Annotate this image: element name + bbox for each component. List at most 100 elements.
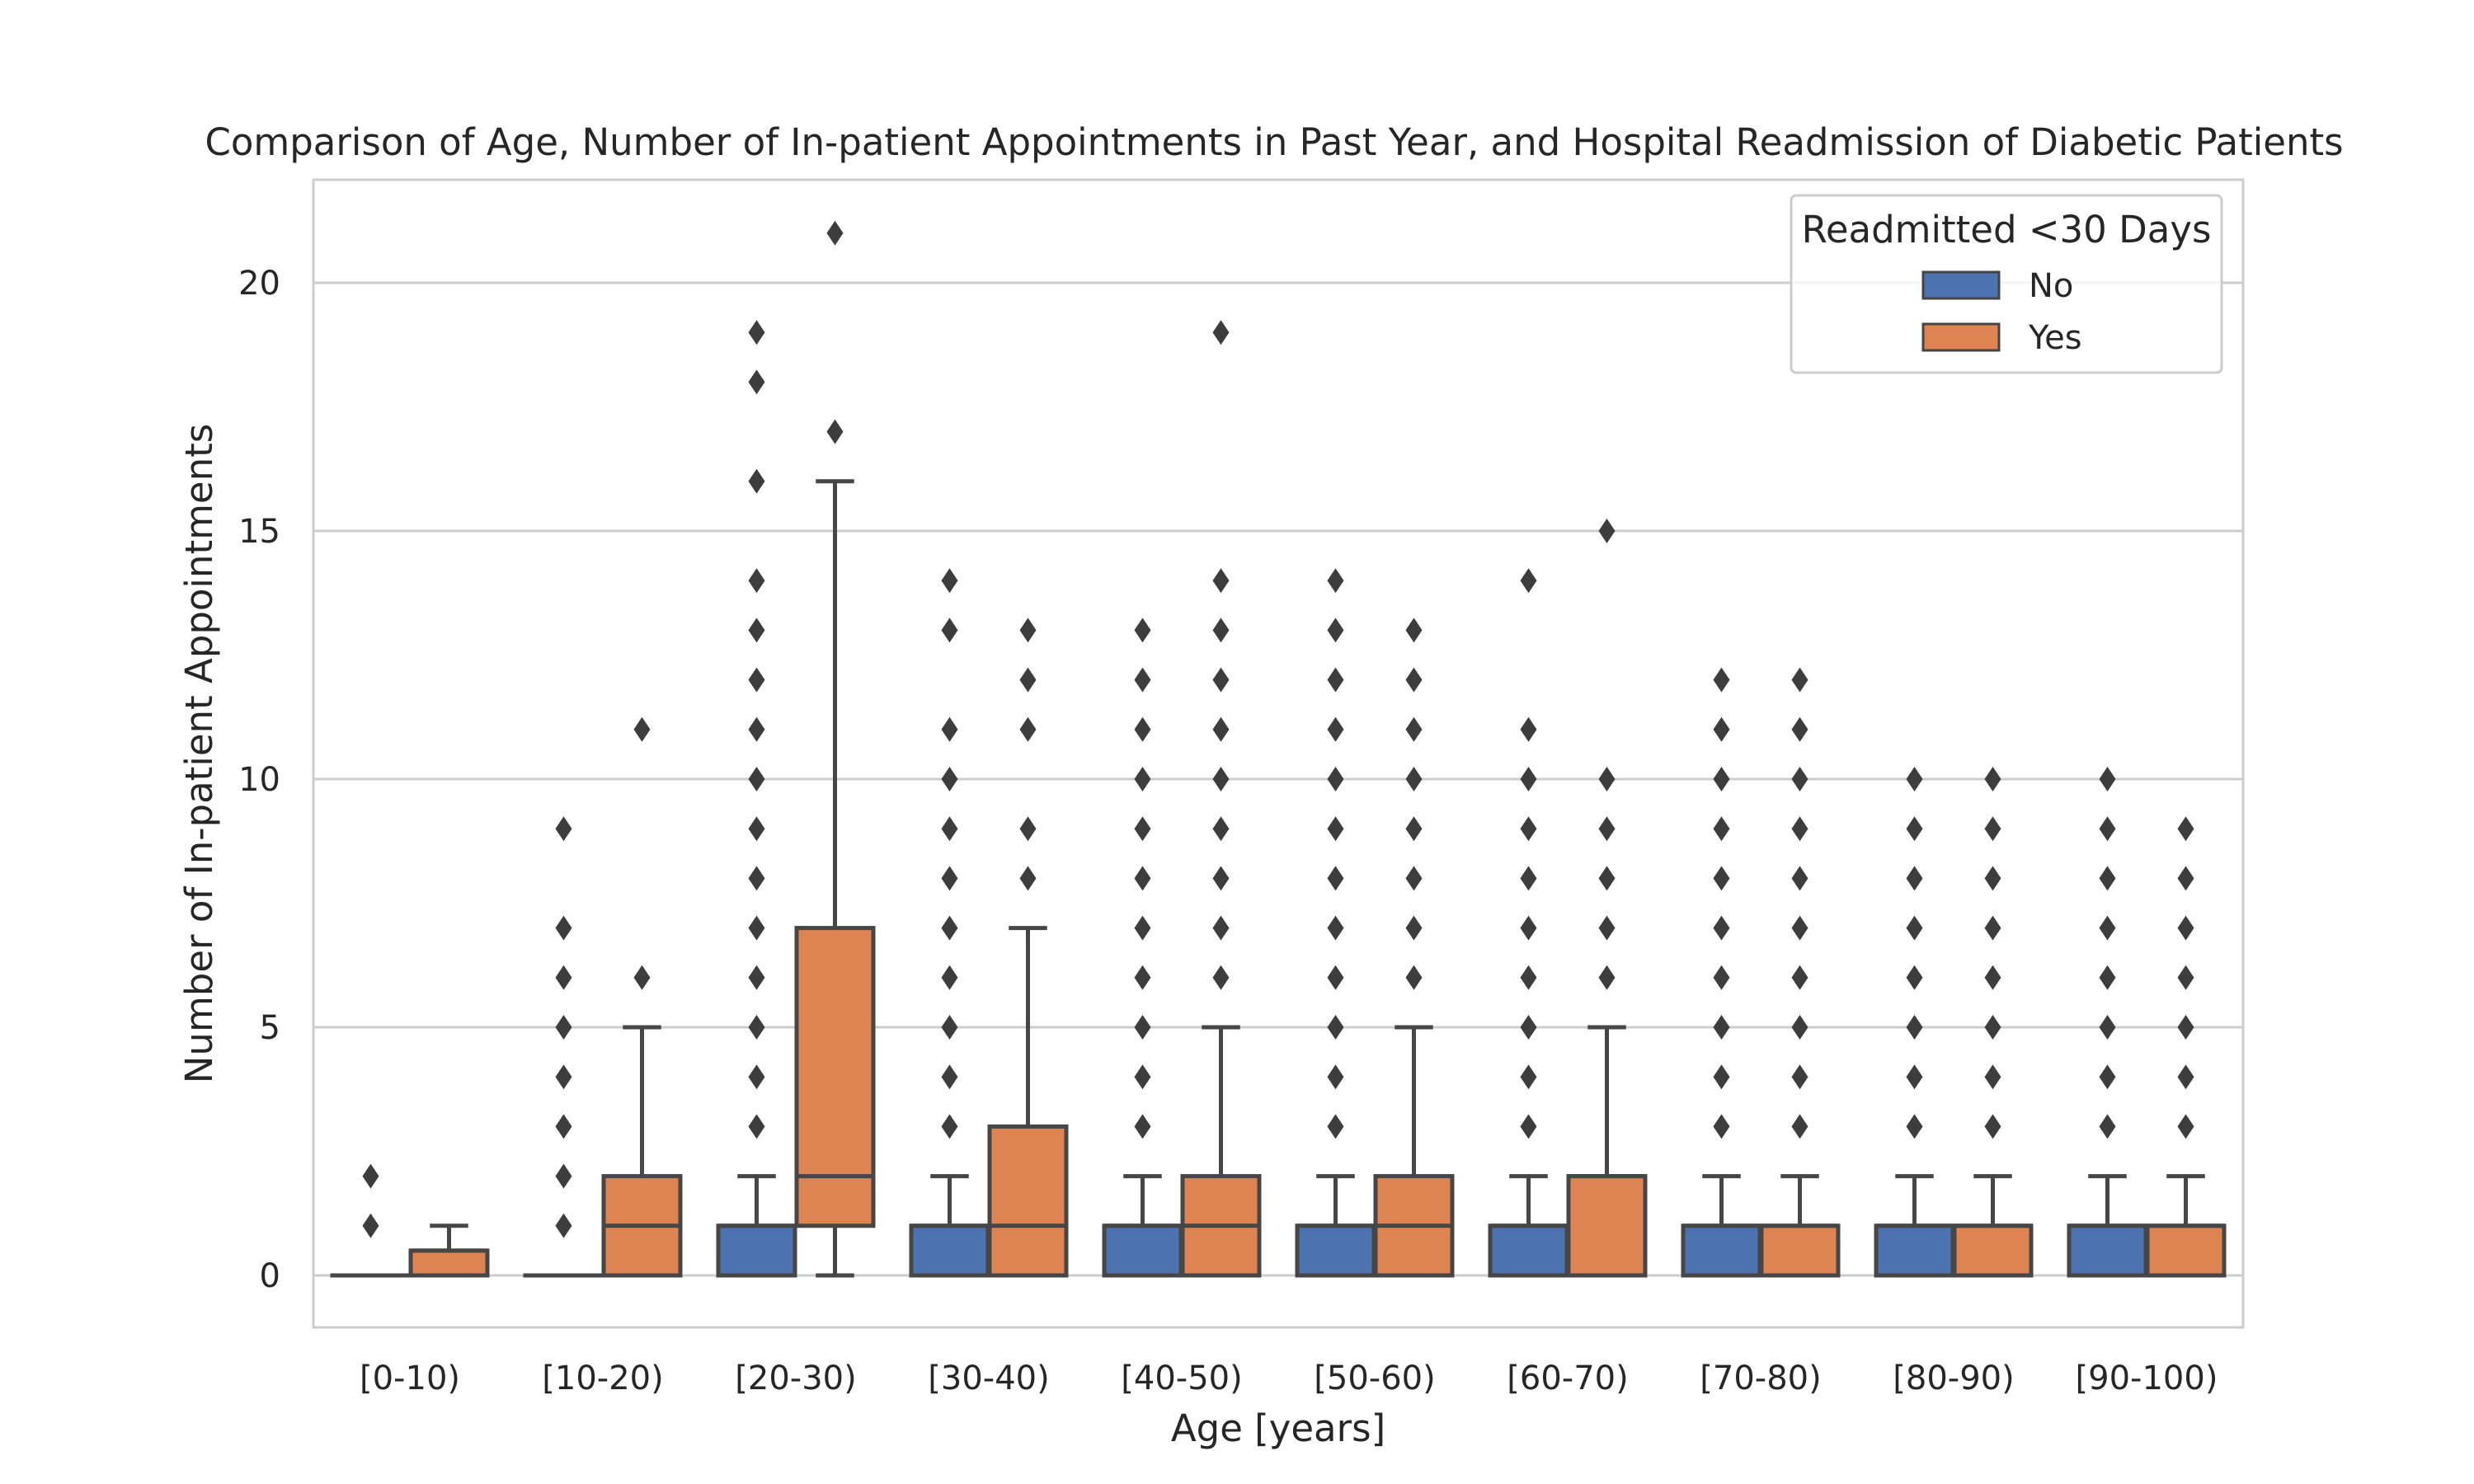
tick-labels: 0 5 10 15 20 [0-10) [10-20) [20-30) [30-40) [40-5…: [238, 265, 2218, 1397]
box-iqr: [1102, 1223, 1183, 1278]
outlier-point: [1713, 1015, 1730, 1040]
outlier-point: [1212, 618, 1230, 643]
outlier-point: [1134, 965, 1151, 990]
outlier-point: [1212, 320, 1230, 345]
outlier-point: [1019, 716, 1037, 742]
x-tick-label: [10-20): [542, 1360, 663, 1397]
legend-label-yes: Yes: [2028, 319, 2082, 357]
outlier-point: [1984, 767, 2001, 791]
y-tick-label: 20: [238, 265, 280, 303]
box-iqr: [2145, 1223, 2227, 1278]
outlier-point: [1134, 618, 1151, 643]
outlier-point: [1598, 866, 1616, 891]
outlier-point: [941, 568, 958, 594]
y-tick-label: 5: [260, 1009, 280, 1047]
box-iqr: [987, 1124, 1069, 1278]
outlier-point: [2099, 915, 2116, 941]
box-no-9: [2067, 767, 2148, 1278]
outlier-point: [1134, 915, 1151, 941]
outlier-point: [1984, 1114, 2001, 1139]
outlier-point: [1212, 915, 1230, 941]
outlier-point: [1791, 667, 1808, 693]
outlier-point: [1520, 965, 1537, 990]
outlier-point: [1713, 866, 1730, 891]
outlier-point: [1134, 1114, 1151, 1139]
outlier-point: [1791, 915, 1808, 941]
outlier-point: [1713, 1064, 1730, 1090]
outlier-point: [1520, 1015, 1537, 1040]
outlier-point: [1520, 716, 1537, 742]
outlier-point: [748, 468, 765, 494]
outlier-point: [2099, 1064, 2116, 1090]
outlier-point: [2177, 1015, 2194, 1040]
outlier-point: [2177, 965, 2194, 990]
y-tick-label: 15: [238, 513, 280, 551]
outlier-point: [1791, 866, 1808, 891]
box-iqr: [909, 1223, 990, 1278]
legend-title: Readmitted <30 Days: [1802, 208, 2212, 251]
outlier-point: [748, 1015, 765, 1040]
outlier-point: [1520, 915, 1537, 941]
outlier-point: [1019, 618, 1037, 643]
outlier-point: [1327, 816, 1344, 842]
outlier-point: [1906, 816, 1923, 842]
box-iqr: [2067, 1223, 2148, 1278]
outlier-point: [826, 220, 844, 246]
x-tick-label: [20-30): [735, 1360, 856, 1397]
box-yes-8: [1952, 767, 2034, 1278]
outlier-point: [555, 1213, 572, 1238]
outlier-point: [748, 1064, 765, 1090]
box-yes-7: [1759, 667, 1841, 1278]
outlier-point: [941, 866, 958, 891]
outlier-point: [362, 1163, 379, 1189]
outlier-point: [1984, 1015, 2001, 1040]
y-axis-label: Number of In-patient Appointments: [177, 424, 221, 1083]
outlier-point: [1327, 1114, 1344, 1139]
outlier-point: [1327, 1015, 1344, 1040]
outlier-point: [941, 618, 958, 643]
outlier-point: [1984, 866, 2001, 891]
outlier-point: [1019, 816, 1037, 842]
outlier-point: [1791, 1114, 1808, 1139]
x-axis-label: Age [years]: [1171, 1407, 1385, 1450]
outlier-point: [1212, 568, 1230, 594]
outlier-point: [1134, 667, 1151, 693]
x-tick-label: [30-40): [928, 1360, 1049, 1397]
outlier-point: [1520, 568, 1537, 594]
outlier-point: [1327, 965, 1344, 990]
outlier-point: [1520, 767, 1537, 791]
outlier-point: [941, 1015, 958, 1040]
outlier-point: [2099, 965, 2116, 990]
outlier-point: [1327, 667, 1344, 693]
outlier-point: [941, 816, 958, 842]
outlier-point: [1405, 965, 1423, 990]
outlier-point: [748, 320, 765, 345]
outlier-point: [1327, 767, 1344, 791]
box-no-7: [1681, 667, 1762, 1278]
outlier-point: [2177, 1114, 2194, 1139]
outlier-point: [1713, 1114, 1730, 1139]
outlier-point: [1327, 568, 1344, 594]
outlier-point: [1906, 965, 1923, 990]
outlier-point: [748, 866, 765, 891]
outlier-point: [1791, 1015, 1808, 1040]
outlier-point: [555, 1064, 572, 1090]
outlier-point: [1405, 667, 1423, 693]
outlier-point: [1212, 965, 1230, 990]
x-tick-label: [80-90): [1893, 1360, 2014, 1397]
legend-label-no: No: [2029, 267, 2073, 305]
outlier-point: [1984, 915, 2001, 941]
outlier-point: [1906, 915, 1923, 941]
outlier-point: [748, 816, 765, 842]
outlier-point: [1327, 716, 1344, 742]
legend: Readmitted <30 Days No Yes: [1790, 194, 2223, 374]
outlier-point: [1713, 965, 1730, 990]
box-iqr: [1874, 1223, 1955, 1278]
box-iqr: [716, 1223, 797, 1278]
outlier-point: [941, 965, 958, 990]
outlier-point: [1520, 1064, 1537, 1090]
outlier-point: [2177, 816, 2194, 842]
box-yes-4: [1180, 320, 1262, 1278]
